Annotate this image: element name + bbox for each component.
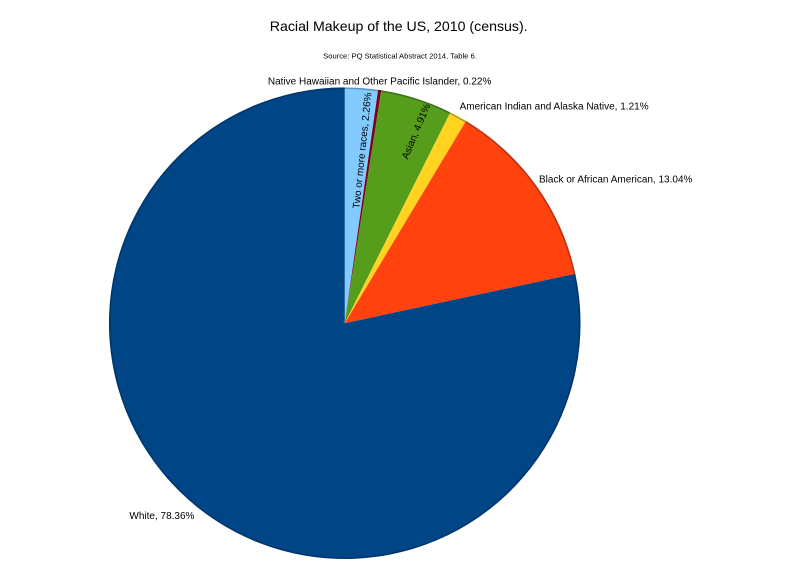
svg-text:Source: PQ Statistical Abstrac: Source: PQ Statistical Abstract 2014, Ta… <box>323 52 477 61</box>
svg-text:Black or African American, 13.: Black or African American, 13.04% <box>539 175 693 186</box>
svg-text:White, 78.36%: White, 78.36% <box>129 511 194 522</box>
svg-text:Native Hawaiian and Other Paci: Native Hawaiian and Other Pacific Island… <box>268 77 492 88</box>
svg-text:American Indian and Alaska Nat: American Indian and Alaska Native, 1.21% <box>460 101 649 112</box>
svg-text:Racial Makeup of the US, 2010: Racial Makeup of the US, 2010 (census). <box>270 18 528 34</box>
